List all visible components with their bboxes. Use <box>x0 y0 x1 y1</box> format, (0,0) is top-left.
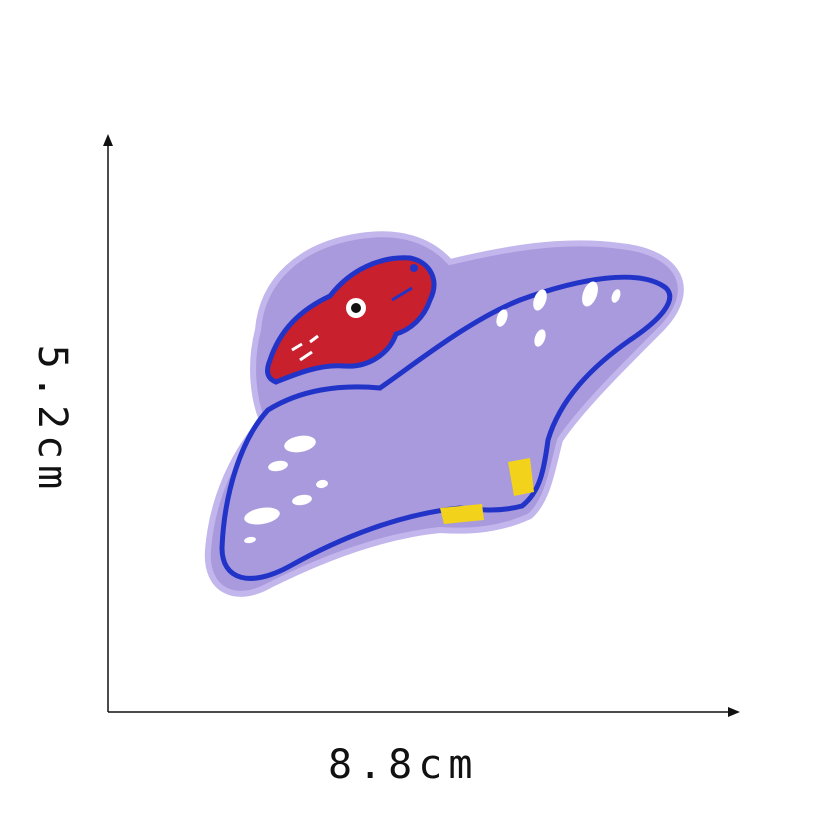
head-stripes <box>291 334 319 362</box>
width-label: 8.8cm <box>328 742 479 788</box>
head-shape <box>265 255 437 385</box>
back-foot <box>508 458 534 496</box>
front-foot <box>440 504 484 524</box>
mouth-line <box>391 286 413 302</box>
horizontal-axis-arrow <box>728 707 740 717</box>
vertical-axis-arrow <box>103 134 113 146</box>
body-outline <box>219 274 673 581</box>
height-label: 5.2cm <box>29 344 75 496</box>
nostril <box>410 264 418 272</box>
pterodactyl-head <box>265 255 437 385</box>
dimension-axes <box>103 134 740 717</box>
white-spots <box>244 281 621 544</box>
yellow-feet <box>440 458 534 524</box>
eye-pupil <box>351 303 361 313</box>
